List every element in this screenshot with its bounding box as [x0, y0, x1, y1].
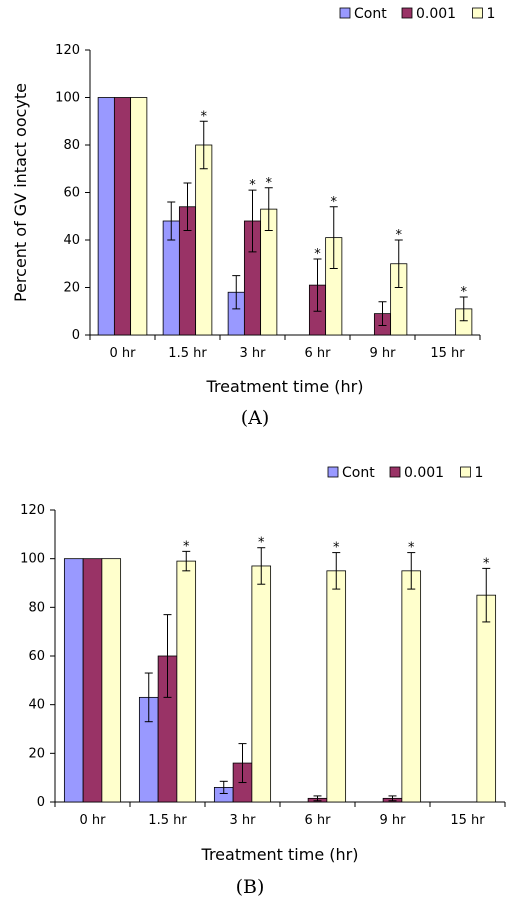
legend-swatch — [339, 7, 351, 19]
significance-star: * — [461, 285, 468, 300]
y-tick-label: 100 — [20, 552, 45, 567]
significance-star: * — [258, 536, 265, 551]
significance-star: * — [314, 247, 321, 262]
legend-label: 0.001 — [416, 6, 456, 22]
legend-label: 1 — [487, 6, 496, 22]
panel-label: (A) — [241, 407, 270, 429]
y-tick-label: 80 — [28, 600, 45, 615]
legend-swatch — [472, 7, 483, 19]
bar-0-001-0 — [113, 97, 132, 336]
y-tick-label: 80 — [63, 138, 80, 153]
y-tick-label: 120 — [55, 43, 80, 58]
x-tick-label: 3 hr — [230, 813, 257, 828]
legend-label: 1 — [475, 465, 484, 481]
bar-1-5 — [476, 594, 497, 803]
legend-swatch — [389, 466, 401, 478]
significance-star: * — [201, 109, 208, 124]
bar-1-4 — [401, 570, 422, 803]
y-tick-label: 40 — [28, 698, 45, 713]
bar-1-2 — [251, 565, 272, 803]
panel-label: (B) — [236, 876, 265, 898]
legend-label: 0.001 — [404, 465, 444, 481]
significance-star: * — [483, 556, 490, 571]
y-axis-title: Percent of GV intact oocyte — [11, 83, 30, 302]
legend-swatch — [460, 466, 471, 478]
x-tick-label: 9 hr — [370, 346, 397, 361]
y-tick-label: 0 — [72, 328, 80, 343]
chart-panel-b: 0 20 40 60 80 100 120 0 hr 1.5 hr 3 hr 6 hr 9 hr 15 … — [20, 465, 506, 898]
significance-star: * — [408, 541, 415, 556]
significance-star: * — [331, 195, 338, 210]
significance-star: * — [183, 539, 190, 554]
y-tick-label: 120 — [20, 503, 45, 518]
x-tick-label: 0 hr — [110, 346, 137, 361]
y-tick-label: 100 — [55, 91, 80, 106]
x-axis-title: Treatment time (hr) — [201, 845, 359, 864]
x-tick-label: 9 hr — [380, 813, 407, 828]
bar-1-0 — [130, 97, 148, 336]
x-tick-label: 6 hr — [305, 813, 332, 828]
y-tick-label: 20 — [28, 746, 45, 761]
significance-star: * — [333, 541, 340, 556]
legend-swatch — [401, 7, 413, 19]
significance-star: * — [266, 176, 273, 191]
x-tick-label: 15 hr — [430, 346, 465, 361]
legend-label: Cont — [342, 465, 375, 481]
y-tick-label: 60 — [63, 186, 80, 201]
x-tick-label: 1.5 hr — [148, 813, 187, 828]
x-tick-label: 3 hr — [240, 346, 267, 361]
bar-1-3 — [326, 570, 347, 803]
x-axis-title: Treatment time (hr) — [206, 377, 364, 396]
significance-star: * — [249, 178, 256, 193]
x-tick-label: 6 hr — [305, 346, 332, 361]
bar-Cont-0 — [97, 97, 115, 336]
y-tick-label: 40 — [63, 233, 80, 248]
x-tick-label: 15 hr — [450, 813, 485, 828]
bar-0-001-0 — [82, 558, 103, 803]
bar-1-1 — [195, 144, 213, 336]
bar-1-1 — [176, 560, 197, 803]
x-tick-label: 0 hr — [80, 813, 107, 828]
y-tick-label: 20 — [63, 281, 80, 296]
bar-1-0 — [101, 558, 122, 803]
legend-swatch — [327, 466, 339, 478]
y-tick-label: 0 — [37, 795, 45, 810]
significance-star: * — [396, 228, 403, 243]
y-tick-label: 60 — [28, 649, 45, 664]
chart-panel-a: 0 20 40 60 80 100 120 0 hr 1.5 hr 3 hr 6 hr 9 hr 15 … — [11, 6, 495, 429]
x-tick-label: 1.5 hr — [168, 346, 207, 361]
bar-Cont-0 — [63, 558, 84, 803]
legend-label: Cont — [354, 6, 387, 22]
